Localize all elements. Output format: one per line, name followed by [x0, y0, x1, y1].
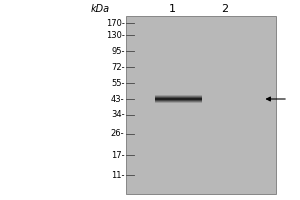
Bar — [155, 102, 202, 103]
Text: 2: 2 — [221, 4, 229, 14]
Bar — [155, 96, 202, 97]
Text: 170-: 170- — [106, 19, 124, 27]
Bar — [155, 98, 202, 99]
Text: 34-: 34- — [111, 110, 124, 119]
Text: 11-: 11- — [111, 170, 124, 180]
Text: 43-: 43- — [111, 95, 124, 104]
Bar — [155, 97, 202, 98]
Bar — [155, 100, 202, 101]
Bar — [155, 99, 202, 100]
Text: 26-: 26- — [111, 130, 124, 139]
Bar — [155, 95, 202, 96]
Text: 55-: 55- — [111, 78, 124, 88]
Bar — [155, 101, 202, 102]
Text: 72-: 72- — [111, 62, 124, 72]
Text: 1: 1 — [169, 4, 176, 14]
Bar — [126, 16, 276, 194]
Text: 17-: 17- — [111, 151, 124, 160]
Text: kDa: kDa — [90, 4, 110, 14]
Text: 95-: 95- — [111, 46, 124, 55]
Text: 130-: 130- — [106, 30, 124, 40]
